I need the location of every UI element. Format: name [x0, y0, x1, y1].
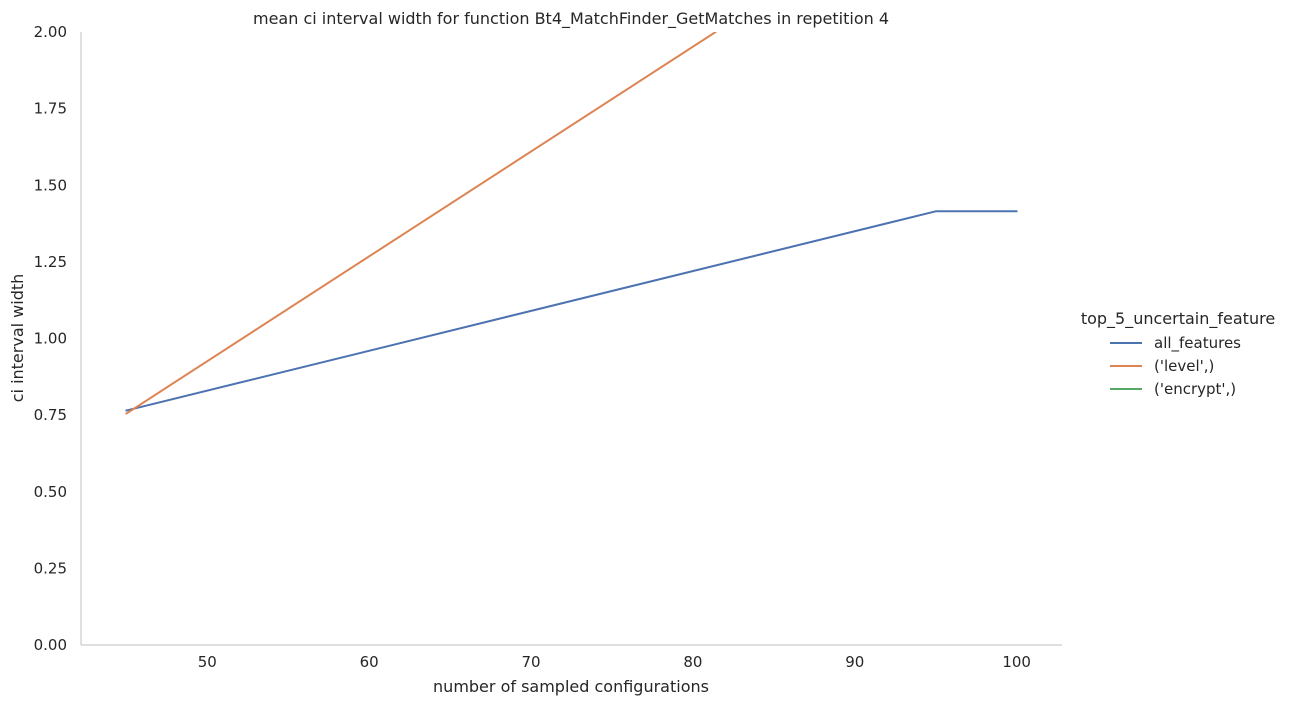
y-tick-label: 2.00 [34, 23, 67, 41]
y-tick-label: 1.50 [34, 176, 67, 194]
y-axis-label: ci interval width [8, 274, 27, 403]
series-lines [125, 32, 1018, 415]
chart-title: mean ci interval width for function Bt4_… [253, 9, 889, 29]
series-line-level [125, 32, 717, 415]
x-tick-label: 60 [360, 653, 379, 671]
x-tick-label: 70 [521, 653, 540, 671]
x-tick-label: 100 [1002, 653, 1031, 671]
x-tick-label: 90 [845, 653, 864, 671]
y-tick-label: 1.00 [34, 330, 67, 348]
y-tick-label: 1.75 [34, 100, 67, 118]
legend-title: top_5_uncertain_feature [1081, 309, 1275, 329]
y-tick-label: 0.75 [34, 406, 67, 424]
series-line-all-features [125, 210, 1018, 412]
legend-label: ('level',) [1154, 357, 1214, 375]
legend: top_5_uncertain_feature all_features ('le… [1081, 309, 1275, 398]
x-tick-labels: 50 60 70 80 90 100 [198, 653, 1031, 671]
y-tick-label: 0.25 [34, 559, 67, 577]
y-tick-label: 1.25 [34, 253, 67, 271]
y-tick-label: 0.50 [34, 483, 67, 501]
x-axis-label: number of sampled configurations [433, 677, 709, 696]
y-tick-labels: 0.00 0.25 0.50 0.75 1.00 1.25 1.50 1.75 2.00 [34, 23, 67, 654]
x-tick-label: 80 [683, 653, 702, 671]
y-tick-label: 0.00 [34, 636, 67, 654]
plot-area: 0.00 0.25 0.50 0.75 1.00 1.25 1.50 1.75 2.00 50 6… [34, 23, 1062, 671]
legend-label: all_features [1154, 334, 1241, 353]
x-tick-label: 50 [198, 653, 217, 671]
legend-items: all_features ('level',) ('encrypt',) [1110, 334, 1241, 398]
legend-label: ('encrypt',) [1154, 380, 1236, 398]
